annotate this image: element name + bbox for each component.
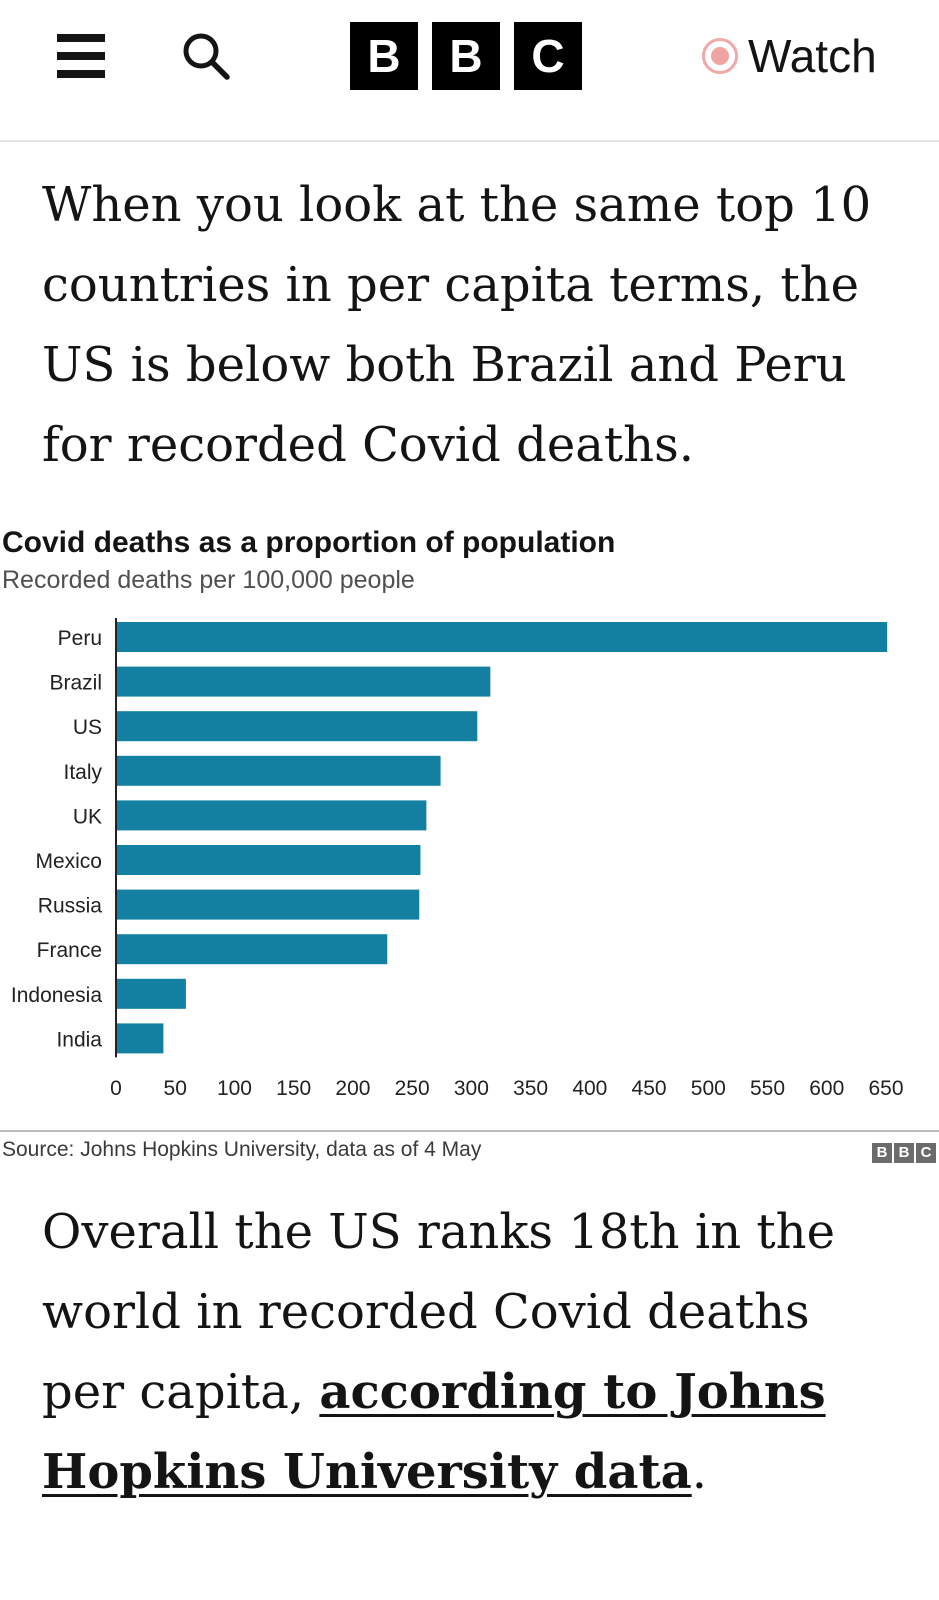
x-tick-label: 500 bbox=[691, 1077, 726, 1100]
bbc-logo[interactable]: B B C bbox=[350, 22, 582, 90]
bar-uk bbox=[116, 800, 427, 831]
x-tick-label: 50 bbox=[164, 1077, 187, 1100]
x-tick-label: 600 bbox=[809, 1077, 844, 1100]
bar-india bbox=[116, 1023, 164, 1054]
watch-button[interactable]: Watch bbox=[702, 28, 877, 84]
article-paragraph: Overall the US ranks 18th in the world i… bbox=[42, 1192, 902, 1512]
bar-us bbox=[116, 711, 478, 742]
x-tick-label: 650 bbox=[868, 1077, 903, 1100]
menu-icon[interactable] bbox=[57, 34, 105, 78]
paragraph-text: Overall the US ranks 18th in the world i… bbox=[42, 1204, 835, 1420]
bar-indonesia bbox=[116, 978, 186, 1009]
top-bar: B B C Watch bbox=[0, 0, 939, 142]
x-tick-label: 150 bbox=[276, 1077, 311, 1100]
chart-title: Covid deaths as a proportion of populati… bbox=[2, 526, 616, 559]
x-tick-label: 0 bbox=[110, 1077, 122, 1100]
mini-logo-letter: B bbox=[872, 1143, 892, 1163]
chart-divider bbox=[0, 1130, 939, 1132]
bar-brazil bbox=[116, 666, 491, 697]
article-paragraph: When you look at the same top 10 countri… bbox=[42, 177, 872, 473]
x-tick-label: 550 bbox=[750, 1077, 785, 1100]
x-tick-label: 300 bbox=[454, 1077, 489, 1100]
chart-subtitle: Recorded deaths per 100,000 people bbox=[2, 566, 415, 594]
johns-hopkins-link[interactable]: according to Johns Hopkins University da… bbox=[42, 1364, 826, 1500]
x-tick-label: 400 bbox=[572, 1077, 607, 1100]
bbc-logo-letter: B bbox=[432, 22, 500, 90]
category-label: Brazil bbox=[49, 672, 102, 695]
x-tick-label: 250 bbox=[395, 1077, 430, 1100]
category-label: India bbox=[56, 1028, 102, 1051]
x-tick-label: 100 bbox=[217, 1077, 252, 1100]
paragraph-end: . bbox=[691, 1444, 707, 1500]
chart-bbc-logo: B B C bbox=[872, 1143, 936, 1163]
category-label: France bbox=[37, 939, 102, 962]
category-label: Russia bbox=[38, 895, 103, 918]
bar-chart: Peru Brazil US Italy UK Mexico Russia France Ind… bbox=[11, 618, 904, 1100]
bar-france bbox=[116, 934, 388, 965]
x-tick-label: 350 bbox=[513, 1077, 548, 1100]
x-tick-label: 200 bbox=[335, 1077, 370, 1100]
live-dot-icon bbox=[702, 38, 738, 74]
bar-mexico bbox=[116, 845, 421, 875]
mini-logo-letter: B bbox=[894, 1143, 914, 1163]
watch-label: Watch bbox=[748, 30, 877, 82]
bar-peru bbox=[116, 622, 888, 652]
bbc-logo-letter: B bbox=[350, 22, 418, 90]
x-tick-label: 450 bbox=[632, 1077, 667, 1100]
category-label: Italy bbox=[63, 761, 102, 784]
search-icon[interactable] bbox=[180, 30, 232, 82]
category-label: Mexico bbox=[35, 850, 102, 873]
category-label: Peru bbox=[58, 627, 102, 650]
mini-logo-letter: C bbox=[916, 1143, 936, 1163]
category-label: UK bbox=[73, 805, 102, 828]
bar-russia bbox=[116, 889, 420, 920]
bbc-logo-letter: C bbox=[514, 22, 582, 90]
chart-source: Source: Johns Hopkins University, data a… bbox=[2, 1138, 482, 1161]
bar-italy bbox=[116, 755, 441, 786]
category-label: US bbox=[73, 716, 102, 739]
category-label: Indonesia bbox=[11, 984, 102, 1007]
